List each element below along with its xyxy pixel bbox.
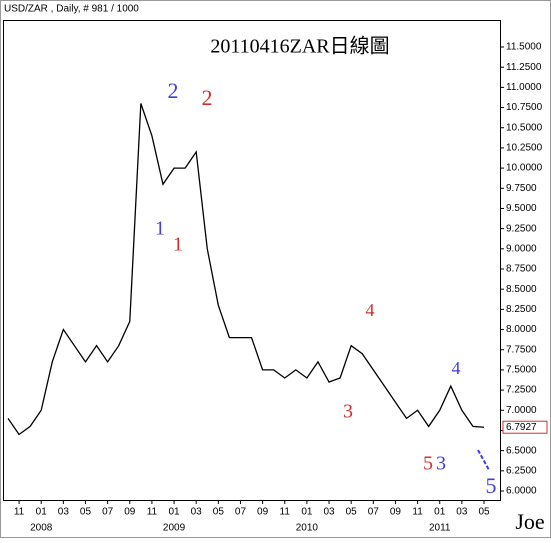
y-tick-label: 8.0000 <box>506 324 537 335</box>
x-tick-label: 01 <box>301 507 313 518</box>
wave-label: 1 <box>155 218 165 240</box>
header: USD/ZAR , Daily, # 981 / 1000 <box>4 4 139 15</box>
x-tick-label: 05 <box>213 507 225 518</box>
wave-label: 4 <box>366 300 375 320</box>
last-price-box <box>502 420 548 434</box>
wave-projection <box>477 449 490 471</box>
y-tick-label: 7.5000 <box>506 365 537 376</box>
y-tick-label: 9.7500 <box>506 183 537 194</box>
year-label: 2009 <box>163 523 186 534</box>
x-tick-label: 01 <box>168 507 180 518</box>
y-tick-label: 10.0000 <box>506 163 543 174</box>
wave-label: 4 <box>452 358 461 378</box>
x-tick-label: 01 <box>434 507 446 518</box>
y-tick-label: 9.2500 <box>506 223 537 234</box>
wave-label: 3 <box>343 401 353 423</box>
x-tick-label: 07 <box>102 507 114 518</box>
x-tick-label: 01 <box>36 507 48 518</box>
x-tick-label: 03 <box>191 507 203 518</box>
y-tick-label: 7.0000 <box>506 405 537 416</box>
x-tick-label: 09 <box>257 507 269 518</box>
wave-label: 2 <box>202 85 213 110</box>
signature: Joe <box>515 509 544 534</box>
x-tick-label: 11 <box>147 507 158 518</box>
wave-label: 5 <box>486 473 497 498</box>
x-tick-label: 03 <box>323 507 335 518</box>
y-tick-label: 10.5000 <box>506 122 543 133</box>
x-tick-label: 11 <box>14 507 25 518</box>
plot-border <box>3 20 501 501</box>
x-tick-label: 11 <box>412 507 423 518</box>
wave-label: 2 <box>168 78 179 103</box>
y-tick-label: 6.0000 <box>506 486 537 497</box>
y-tick-label: 9.5000 <box>506 203 537 214</box>
x-tick-label: 07 <box>368 507 380 518</box>
y-tick-label: 8.5000 <box>506 284 537 295</box>
x-tick-label: 03 <box>58 507 70 518</box>
y-tick-label: 9.0000 <box>506 243 537 254</box>
x-tick-label: 09 <box>124 507 136 518</box>
y-tick-label: 11.2500 <box>506 62 542 73</box>
year-label: 2011 <box>429 523 451 534</box>
price-line <box>7 103 485 436</box>
x-tick-label: 09 <box>390 507 402 518</box>
x-tick-label: 05 <box>478 507 490 518</box>
y-tick-label: 11.5000 <box>506 42 542 53</box>
y-tick-label: 11.0000 <box>506 82 542 93</box>
x-tick-label: 03 <box>456 507 468 518</box>
wave-label: 1 <box>173 234 183 256</box>
y-tick-label: 8.7500 <box>506 264 537 275</box>
y-tick-label: 10.2500 <box>506 143 543 154</box>
y-tick-label: 8.2500 <box>506 304 537 315</box>
wave-label: 5 <box>423 453 433 475</box>
x-tick-label: 05 <box>80 507 92 518</box>
x-tick-label: 11 <box>280 507 291 518</box>
year-label: 2010 <box>296 523 319 534</box>
y-tick-label: 10.7500 <box>506 102 543 113</box>
chart-title: 20110416ZAR日線圖 <box>210 35 389 58</box>
last-price: 6.7927 <box>506 422 537 433</box>
y-tick-label: 6.2500 <box>506 465 537 476</box>
y-tick-label: 6.5000 <box>506 445 537 456</box>
x-tick-label: 05 <box>346 507 358 518</box>
wave-label: 3 <box>436 453 446 475</box>
year-label: 2008 <box>30 523 53 534</box>
y-tick-label: 7.2500 <box>506 385 537 396</box>
y-tick-label: 7.7500 <box>506 344 537 355</box>
x-tick-label: 07 <box>235 507 247 518</box>
